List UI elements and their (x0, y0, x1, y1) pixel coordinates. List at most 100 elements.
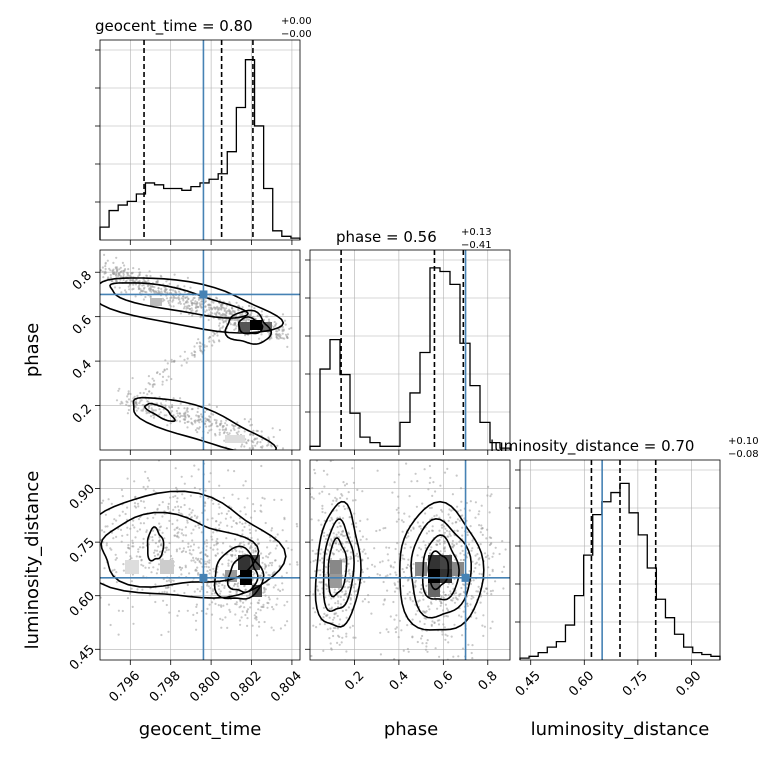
sample-point (424, 648, 428, 651)
sample-point (441, 633, 444, 636)
sample-point (157, 289, 160, 292)
sample-point (165, 297, 169, 300)
sample-point (341, 590, 344, 593)
sample-point (283, 516, 286, 520)
sample-point (74, 538, 76, 540)
sample-point (182, 547, 185, 550)
sample-point (128, 283, 131, 286)
sample-point (50, 532, 52, 534)
sample-point (154, 542, 157, 545)
sample-point (206, 560, 209, 563)
sample-point (211, 601, 214, 604)
sample-point (167, 502, 170, 505)
sample-point (322, 431, 324, 433)
sample-point (187, 542, 190, 545)
sample-point (133, 480, 136, 483)
sample-point (276, 455, 278, 457)
sample-point (174, 416, 177, 419)
sample-point (227, 559, 230, 562)
sample-point (244, 522, 247, 525)
sample-point (221, 563, 224, 566)
sample-point (281, 332, 284, 335)
sample-point (197, 419, 200, 422)
sample-point (208, 603, 211, 606)
sample-point (351, 499, 355, 502)
sample-point (286, 333, 290, 336)
sample-point (281, 325, 284, 329)
sample-point (137, 268, 141, 271)
sample-point (165, 603, 168, 607)
sample-point (489, 590, 492, 593)
sample-point (190, 516, 193, 519)
sample-point (259, 441, 262, 444)
sample-point (274, 324, 277, 327)
sample-point (146, 285, 149, 288)
sample-point (233, 328, 236, 331)
sample-point (119, 266, 122, 269)
sample-point (281, 313, 285, 316)
density-cell-4 (225, 435, 245, 443)
sample-point (163, 546, 166, 550)
sample-point (116, 269, 119, 272)
sample-point (250, 312, 253, 315)
sample-point (228, 301, 231, 304)
sample-point (373, 547, 376, 550)
sample-point (402, 649, 405, 652)
sample-point (442, 615, 446, 618)
sample-point (161, 558, 164, 561)
sample-point (194, 525, 197, 528)
sample-point (344, 541, 347, 544)
sample-point (157, 287, 160, 290)
sample-point (447, 594, 450, 597)
sample-point (115, 256, 118, 259)
sample-point (167, 505, 170, 508)
sample-point (129, 555, 132, 558)
sample-point (477, 585, 480, 588)
sample-point (203, 562, 206, 566)
sample-point (263, 620, 266, 624)
sample-point (199, 418, 202, 421)
sample-point (434, 647, 437, 650)
sample-point (266, 606, 269, 609)
sample-point (312, 560, 315, 563)
sample-point (462, 558, 465, 562)
sample-point (373, 565, 376, 568)
sample-point (391, 491, 394, 494)
sample-point (183, 503, 186, 507)
sample-point (266, 601, 269, 605)
sample-point (277, 328, 281, 331)
sample-point (332, 499, 335, 502)
sample-point (445, 529, 449, 532)
sample-point (135, 278, 138, 281)
sample-point (51, 566, 53, 568)
sample-point (231, 553, 234, 557)
sample-point (443, 550, 446, 553)
sample-point (191, 539, 194, 542)
sample-point (314, 559, 317, 562)
sample-point (376, 573, 379, 576)
sample-point (137, 275, 140, 278)
sample-point (322, 616, 325, 619)
sample-point (217, 503, 220, 506)
sample-point (233, 470, 236, 473)
sample-point (471, 657, 474, 660)
sample-point (229, 429, 233, 432)
sample-point (187, 297, 190, 300)
sample-point (214, 434, 217, 437)
sample-point (98, 530, 100, 532)
sample-point (187, 545, 190, 549)
sample-point (339, 548, 343, 551)
sample-point (215, 520, 218, 523)
sample-point (218, 431, 221, 434)
sample-point (165, 447, 167, 449)
sample-point (435, 543, 438, 546)
sample-point (453, 623, 456, 626)
xtick-label-luminosity_distance-2: 0.75 (620, 668, 651, 699)
sample-point (171, 405, 174, 409)
sample-point (151, 539, 154, 542)
sample-point (290, 548, 293, 551)
density-cell-0 (250, 320, 262, 330)
sample-point (177, 511, 181, 514)
sample-point (338, 643, 341, 646)
sample-point (335, 498, 338, 501)
